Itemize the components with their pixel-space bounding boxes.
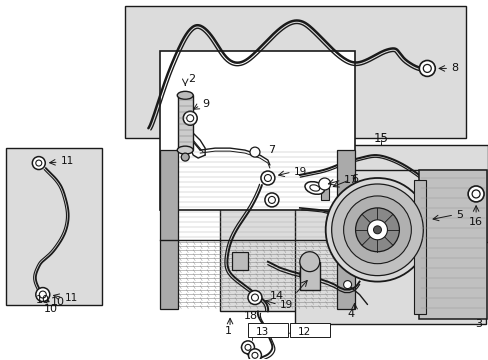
Circle shape (36, 288, 50, 302)
Bar (336, 150, 354, 310)
Circle shape (419, 60, 434, 76)
Polygon shape (160, 50, 354, 210)
Circle shape (251, 352, 258, 358)
Circle shape (343, 196, 410, 264)
Text: 9: 9 (202, 99, 209, 109)
Circle shape (318, 178, 330, 190)
Text: 18: 18 (244, 311, 258, 321)
Circle shape (39, 291, 46, 298)
Bar (419, 170, 486, 319)
Bar (160, 150, 178, 310)
Circle shape (423, 64, 430, 72)
Text: 17: 17 (343, 175, 357, 185)
Bar (247, 323, 287, 337)
Bar (299, 262, 319, 289)
Circle shape (268, 197, 275, 203)
Ellipse shape (305, 182, 324, 194)
Circle shape (264, 175, 271, 181)
Text: 16: 16 (468, 217, 482, 227)
Text: 3: 3 (474, 319, 481, 329)
Ellipse shape (309, 185, 319, 191)
Circle shape (248, 349, 261, 360)
Circle shape (325, 178, 428, 282)
Text: 11: 11 (64, 293, 78, 302)
Circle shape (299, 265, 319, 285)
Circle shape (36, 160, 41, 166)
Text: 15: 15 (373, 132, 388, 145)
Circle shape (343, 280, 351, 289)
Circle shape (264, 193, 278, 207)
Circle shape (355, 208, 399, 252)
Text: 19: 19 (279, 300, 292, 310)
Bar (289, 323, 329, 337)
Bar (292, 145, 487, 242)
Text: 10: 10 (51, 297, 64, 306)
Circle shape (186, 115, 193, 122)
Text: 2: 2 (188, 75, 195, 84)
Text: 5: 5 (455, 210, 462, 220)
Text: 13: 13 (255, 327, 269, 337)
Text: 7: 7 (267, 145, 274, 155)
Bar (320, 188, 328, 200)
Text: 8: 8 (450, 63, 457, 73)
Circle shape (373, 226, 381, 234)
Bar (6, 148, 102, 305)
Circle shape (244, 345, 250, 350)
Circle shape (247, 291, 262, 305)
Text: 10: 10 (36, 294, 50, 305)
Circle shape (181, 153, 189, 161)
Bar (413, 180, 426, 315)
Circle shape (183, 111, 197, 125)
Circle shape (299, 252, 319, 272)
Circle shape (261, 171, 274, 185)
Circle shape (367, 220, 386, 240)
Text: 1: 1 (224, 327, 232, 336)
Bar (220, 165, 314, 311)
Circle shape (32, 157, 45, 170)
Text: 6: 6 (351, 174, 358, 184)
Bar (294, 170, 485, 324)
Text: 11: 11 (61, 156, 74, 166)
Bar (232, 252, 247, 270)
Text: 10: 10 (43, 305, 58, 315)
Circle shape (467, 186, 483, 202)
Circle shape (251, 294, 258, 301)
Bar (125, 6, 465, 138)
Text: 12: 12 (297, 327, 310, 337)
Circle shape (249, 147, 260, 157)
Circle shape (471, 190, 479, 198)
Text: 19: 19 (293, 167, 306, 177)
Ellipse shape (177, 146, 193, 154)
Circle shape (331, 184, 423, 276)
Bar (178, 95, 193, 150)
Ellipse shape (177, 91, 193, 99)
Text: 14: 14 (269, 291, 284, 301)
Circle shape (241, 341, 254, 354)
Text: 4: 4 (347, 310, 354, 319)
